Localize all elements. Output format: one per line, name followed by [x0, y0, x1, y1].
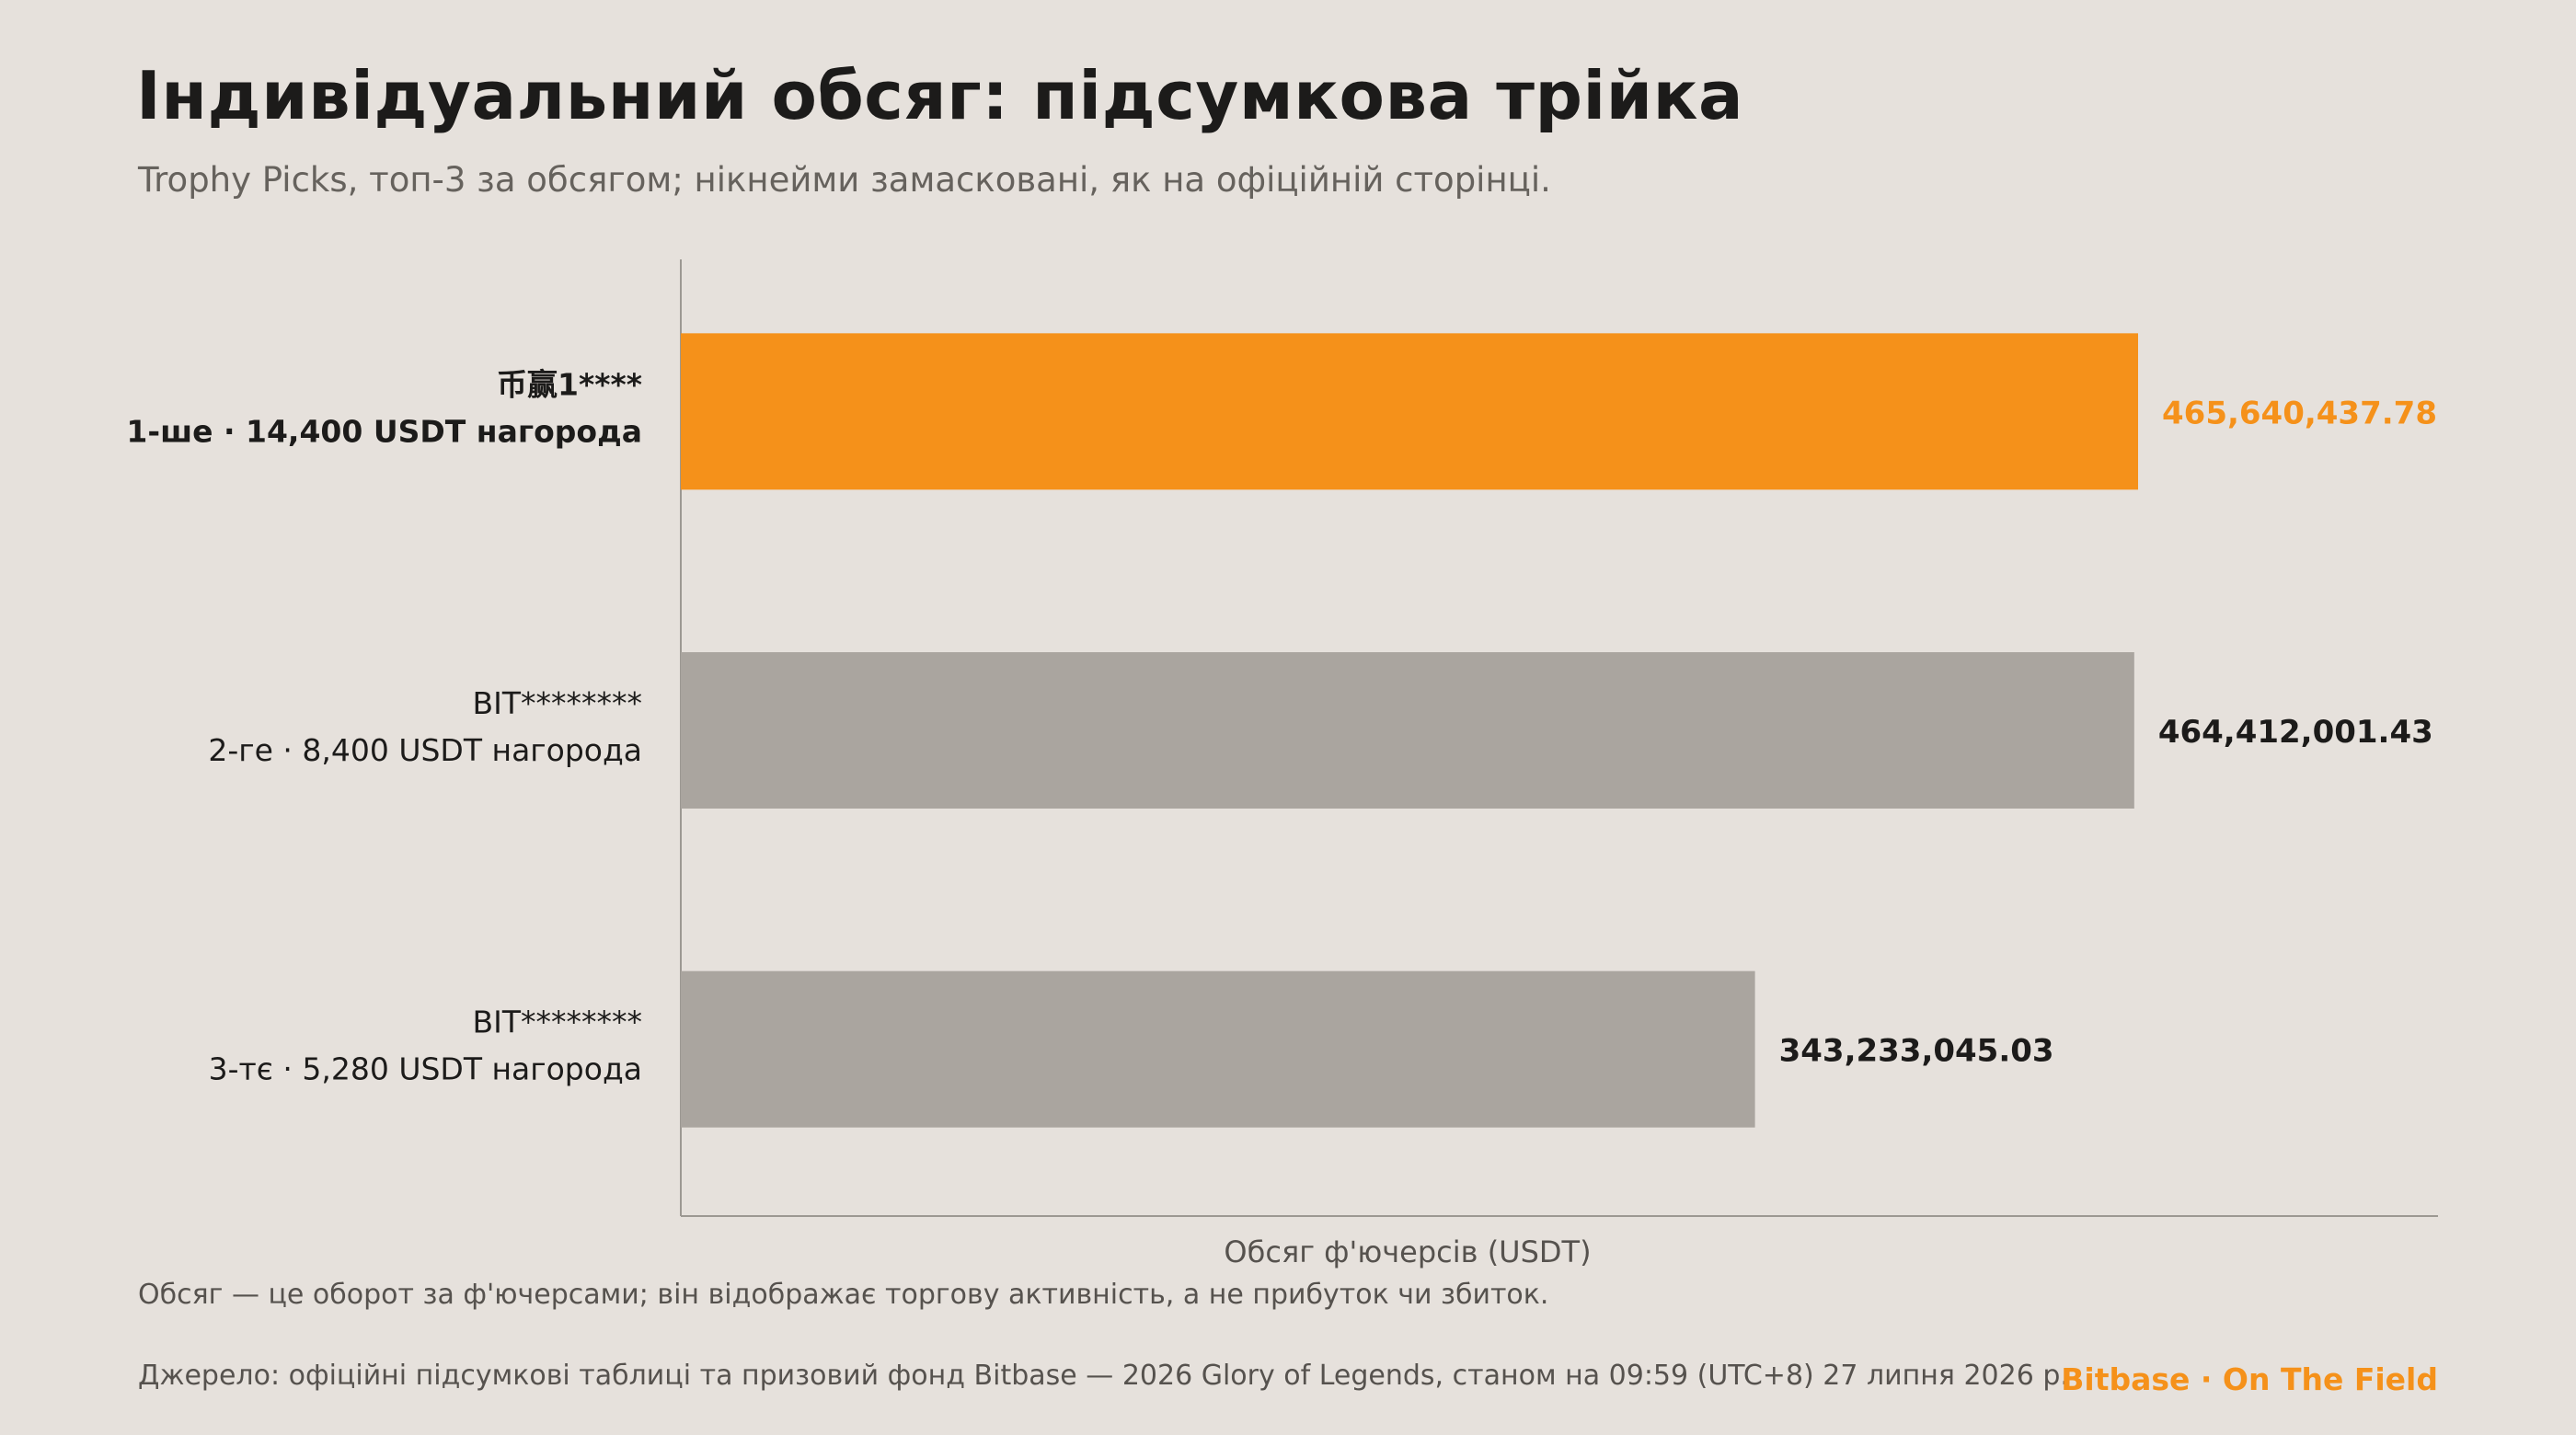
bar-2	[681, 652, 2134, 809]
brand-label: Bitbase · On The Field	[2061, 1361, 2438, 1397]
category-detail-3: 3-тє · 5,280 USDT нагорода	[209, 1051, 642, 1087]
category-name-2: BIT********	[472, 685, 642, 721]
footnote: Обсяг — це оборот за ф'ючерсами; він від…	[138, 1279, 1549, 1311]
category-detail-2: 2-ге · 8,400 USDT нагорода	[208, 732, 642, 768]
bar-3	[681, 970, 1755, 1128]
value-label-2: 464,412,001.43	[2158, 714, 2433, 751]
value-label-1: 465,640,437.78	[2162, 395, 2437, 431]
source-note: Джерело: офіційні підсумкові таблиці та …	[138, 1360, 2069, 1392]
chart-subtitle: Trophy Picks, топ-3 за обсягом; нікнейми…	[138, 160, 1551, 200]
bar-1	[681, 333, 2138, 490]
chart-title: Індивідуальний обсяг: підсумкова трійка	[136, 57, 1744, 134]
value-label-3: 343,233,045.03	[1779, 1033, 2054, 1070]
category-name-1: 币赢1****	[497, 366, 642, 402]
category-detail-1: 1-ше · 14,400 USDT нагорода	[126, 413, 642, 449]
category-name-3: BIT********	[472, 1004, 642, 1040]
x-axis-label: Обсяг ф'ючерсів (USDT)	[1224, 1234, 1591, 1269]
